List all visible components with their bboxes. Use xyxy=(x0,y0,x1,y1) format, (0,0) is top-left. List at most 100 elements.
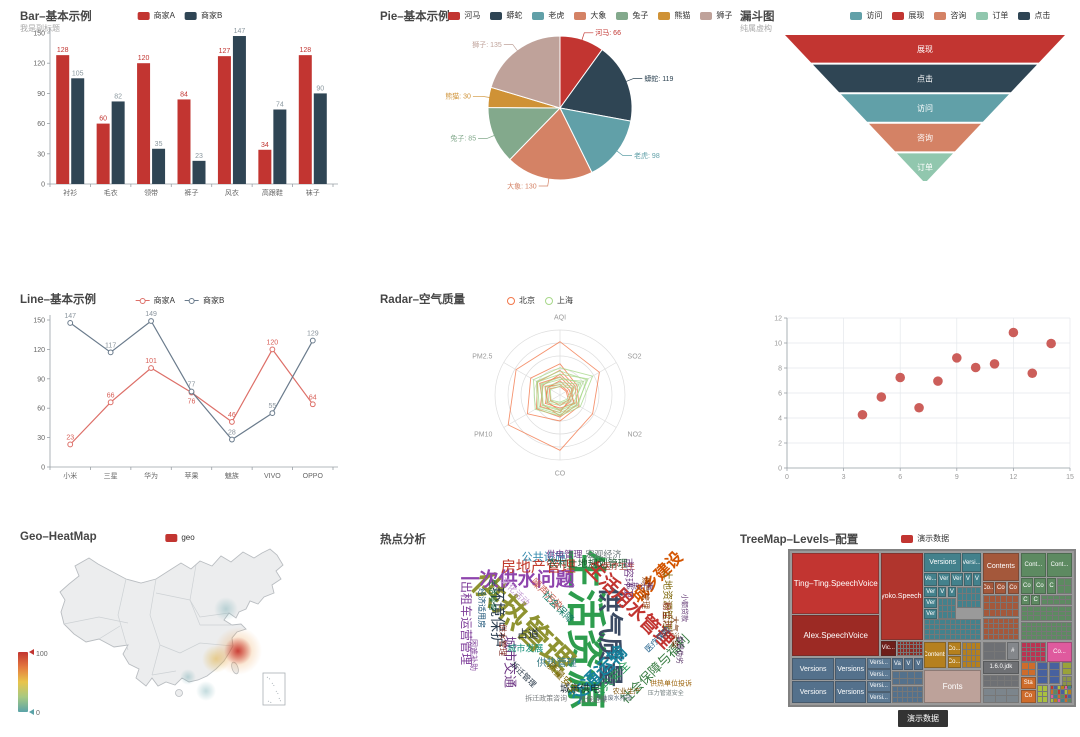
treemap-node-Co[interactable]: Co xyxy=(1020,577,1033,594)
line-chart-canvas[interactable]: 0 30 60 90 120 150 小米 三星 华为 苹果 魅族 VIVO OPPO 23 66 101 76… xyxy=(0,265,360,505)
wordcloud-word-城市发展[interactable]: 城市发展 xyxy=(507,643,544,654)
wordcloud-word-工业废水排放[interactable]: 工业废水排放 xyxy=(595,695,632,702)
treemap-node-Ver[interactable]: Ver xyxy=(924,608,937,619)
treemap-node-Va[interactable]: Va xyxy=(891,658,904,671)
wordcloud-word-房地产管理[interactable]: 房地产管理 xyxy=(500,558,576,576)
treemap-node-C[interactable]: C xyxy=(1031,594,1041,605)
wordcloud-word-压力管道安全[interactable]: 压力管道安全 xyxy=(647,690,684,697)
treemap-node-Versi...[interactable]: Versi... xyxy=(866,669,891,681)
treemap-node-Versions[interactable]: Versions xyxy=(835,681,866,704)
treemap-node-Versions[interactable]: Versions xyxy=(835,658,866,681)
wordcloud-word-供热管理[interactable]: 供热管理 xyxy=(536,657,577,669)
treemap-cell-grid[interactable] xyxy=(1041,594,1072,605)
wordcloud-word-农业生产[interactable]: 农业生产 xyxy=(612,688,641,696)
legend-item-上海[interactable]: 上海 xyxy=(545,295,573,306)
treemap-node-V[interactable]: V xyxy=(964,572,972,586)
treemap-cell-grid[interactable] xyxy=(1049,684,1072,704)
wordcloud-word-供热计量[interactable]: 供热计量 xyxy=(625,583,654,591)
treemap-canvas[interactable]: Ting–Ting.SpeechVoiceKyoko.Speech... Alex… xyxy=(788,549,1076,707)
treemap-node-#[interactable]: # xyxy=(1006,642,1019,661)
treemap-node-Versions[interactable]: Versions xyxy=(924,553,961,573)
treemap-cell-grid[interactable] xyxy=(924,619,981,640)
treemap-cell-grid[interactable] xyxy=(957,586,981,609)
wordcloud-canvas[interactable]: 生活资源 供热管理 供气质量 生活用水管理 一次供水问题 环境保护 出租车运营管理 房地产管理… xyxy=(437,545,697,712)
treemap-node-Co[interactable]: Co xyxy=(1033,577,1046,594)
treemap-node-Ver[interactable]: Ver xyxy=(924,597,937,608)
legend-item-北京[interactable]: 北京 xyxy=(507,295,535,306)
legend-item-老虎[interactable]: 老虎 xyxy=(532,10,564,21)
treemap-cell-grid[interactable] xyxy=(983,642,1006,661)
treemap-node-Ver[interactable]: Ver xyxy=(951,572,963,586)
treemap-node-Co...[interactable]: Co... xyxy=(983,581,995,595)
treemap-cell-grid[interactable] xyxy=(937,597,957,619)
treemap-cell-grid[interactable] xyxy=(897,640,923,657)
treemap-node-Ver[interactable]: Ver xyxy=(924,586,937,598)
wordcloud-word-供热单位投诉[interactable]: 供热单位投诉 xyxy=(650,680,692,688)
radar-chart-canvas[interactable]: AQI SO2 NO2 CO PM10 PM2.5 xyxy=(360,265,720,505)
treemap-node-Versi...[interactable]: Versi... xyxy=(866,692,891,703)
treemap-node-Versi...[interactable]: Versi... xyxy=(962,553,981,573)
treemap-node-Co...[interactable]: Co... xyxy=(947,642,961,655)
wordcloud-word-宏观经济[interactable]: 宏观经济 xyxy=(585,549,622,560)
legend-item-咨询[interactable]: 咨询 xyxy=(934,10,966,21)
wordcloud-word-公共设施[interactable]: 公共设施 xyxy=(521,551,566,564)
wordcloud-word-经济适用房[interactable]: 经济适用房 xyxy=(477,588,487,629)
treemap-node-Versions[interactable]: Versions xyxy=(791,681,835,704)
treemap-cell-grid[interactable] xyxy=(1037,662,1049,685)
treemap-cell-grid[interactable] xyxy=(1061,662,1072,675)
treemap-node-V[interactable]: V xyxy=(972,572,981,586)
treemap-node-Co...[interactable]: Co... xyxy=(947,655,961,669)
legend-item-展现[interactable]: 展现 xyxy=(892,10,924,21)
legend-item-商家A[interactable]: 商家A xyxy=(137,10,175,21)
treemap-node-Co[interactable]: Co xyxy=(1007,581,1019,595)
treemap-node-Cont...[interactable]: Cont... xyxy=(1047,553,1072,577)
legend-item-商家B[interactable]: 商家B xyxy=(185,10,222,21)
treemap-node-Versi...[interactable]: Versi... xyxy=(866,680,891,692)
treemap-cell-grid[interactable] xyxy=(1020,605,1072,622)
treemap-node-Cont...[interactable]: Cont... xyxy=(1020,553,1046,577)
treemap-node-Alex.SpeechVoice[interactable]: Alex.SpeechVoice xyxy=(791,614,880,657)
treemap-node-Ve...[interactable]: Ve... xyxy=(924,572,937,586)
treemap-node-C[interactable]: C xyxy=(1020,594,1030,605)
treemap-breadcrumb-button[interactable]: 演示数据 xyxy=(898,710,948,727)
treemap-cell-grid[interactable] xyxy=(1049,662,1061,685)
wordcloud-word-低保边缘[interactable]: 低保边缘 xyxy=(579,696,607,704)
treemap-node-Ting–Ting.SpeechVoice[interactable]: Ting–Ting.SpeechVoice xyxy=(791,553,880,614)
legend-item-蟒蛇[interactable]: 蟒蛇 xyxy=(490,10,522,21)
wordcloud-word-燃气管理[interactable]: 燃气管理 xyxy=(641,577,650,610)
legend-item-狮子[interactable]: 狮子 xyxy=(700,10,732,21)
legend-item-geo[interactable]: geo xyxy=(165,533,195,542)
treemap-cell-grid[interactable] xyxy=(983,687,1019,704)
treemap-node-Versions[interactable]: Versions xyxy=(791,658,835,681)
wordcloud-word-市容环卫[interactable]: 市容环卫 xyxy=(621,558,633,599)
wordcloud-word-一次供水问题[interactable]: 一次供水问题 xyxy=(460,569,575,591)
treemap-node-V[interactable]: V xyxy=(937,586,947,598)
legend-item-大象[interactable]: 大象 xyxy=(574,10,606,21)
treemap-cell-grid[interactable] xyxy=(961,642,981,669)
wordcloud-word-城乡建设[interactable]: 城乡建设 xyxy=(629,549,687,607)
legend-item-点击[interactable]: 点击 xyxy=(1018,10,1050,21)
wordcloud-word-医疗卫生[interactable]: 医疗卫生 xyxy=(603,561,635,571)
treemap-node-Kyoko.Speech...[interactable]: Kyoko.Speech... xyxy=(880,553,923,640)
legend-item-演示数据[interactable]: 演示数据 xyxy=(901,533,949,544)
treemap-node-Fonts[interactable]: Fonts xyxy=(924,670,981,704)
wordcloud-word-拆迁政策咨询[interactable]: 拆迁政策咨询 xyxy=(525,695,568,703)
legend-item-访问[interactable]: 访问 xyxy=(850,10,882,21)
treemap-node-V[interactable]: V xyxy=(904,658,913,671)
legend-item-兔子[interactable]: 兔子 xyxy=(616,10,648,21)
treemap-cell-grid[interactable] xyxy=(983,617,1019,640)
treemap-node-Versi...[interactable]: Versi... xyxy=(866,658,891,669)
treemap-node-Ver[interactable]: Ver xyxy=(937,572,950,586)
wordcloud-word-占道[interactable]: 占道 xyxy=(517,628,539,641)
treemap-node-Sta[interactable]: Sta xyxy=(1020,676,1036,689)
treemap-cell-grid[interactable] xyxy=(1057,577,1072,594)
treemap-cell-grid[interactable] xyxy=(1061,675,1072,689)
bar-chart-canvas[interactable]: 0 30 60 90 120 150 衬衫 毛衣 领带 裤子 风衣 高跟鞋 袜子 128 60 120 84 12… xyxy=(0,0,360,265)
treemap-cell-grid[interactable] xyxy=(1020,622,1072,640)
wordcloud-word-城市供电[interactable]: 城市供电 xyxy=(560,684,600,696)
pie-chart-canvas[interactable]: 河马: 66 蟒蛇: 119 老虎: 98 大象: 130 兔子: 85 熊猫: 30 狮子… xyxy=(360,0,720,265)
treemap-node-C[interactable]: C xyxy=(1047,577,1057,594)
treemap-node-1.6.0.jdk[interactable]: 1.6.0.jdk xyxy=(983,660,1019,674)
treemap-node-Co[interactable]: Co xyxy=(1020,689,1036,704)
